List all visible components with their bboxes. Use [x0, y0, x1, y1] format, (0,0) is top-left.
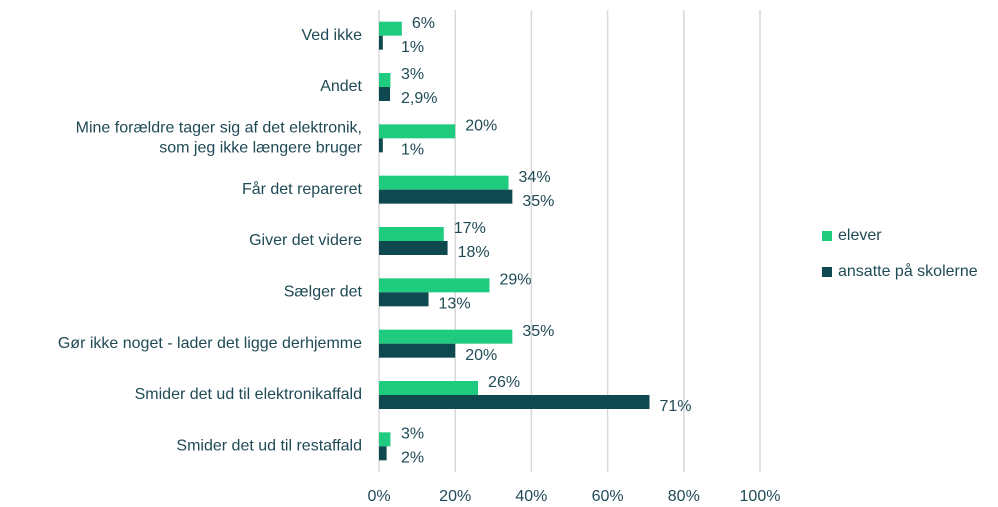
bar — [379, 292, 429, 307]
category-label: Får det repareret — [242, 180, 363, 198]
bar — [379, 175, 509, 190]
category-label: Mine forældre tager sig af det elektroni… — [76, 120, 363, 157]
x-tick-label: 0% — [367, 488, 390, 505]
x-tick-label: 20% — [439, 488, 471, 505]
category-label: Smider det ud til elektronikaffald — [135, 386, 362, 403]
bar — [379, 73, 391, 87]
bar — [379, 381, 479, 395]
data-label: 34% — [519, 169, 551, 186]
category-label: Giver det videre — [249, 232, 362, 249]
bar — [379, 329, 513, 344]
x-tick-label: 100% — [740, 488, 781, 505]
bar — [379, 35, 383, 50]
data-label: 26% — [488, 374, 520, 391]
data-label: 6% — [412, 15, 435, 32]
category-label: Ved ikke — [302, 27, 363, 44]
bar — [379, 343, 456, 358]
bar — [379, 278, 490, 293]
data-label: 1% — [401, 142, 424, 159]
data-label: 35% — [522, 193, 554, 210]
data-label: 3% — [401, 426, 424, 443]
data-label: 17% — [454, 220, 486, 237]
bar — [379, 138, 383, 153]
category-label: Andet — [320, 78, 362, 95]
bar — [379, 432, 391, 447]
data-label: 3% — [401, 66, 424, 83]
legend-label: elever — [838, 227, 882, 244]
data-label: 18% — [458, 244, 490, 261]
bar — [379, 124, 456, 139]
x-tick-label: 60% — [592, 488, 624, 505]
data-label: 35% — [522, 323, 554, 340]
data-label: 29% — [499, 272, 531, 289]
bar — [379, 446, 387, 461]
data-label: 13% — [439, 296, 471, 313]
legend-label: ansatte på skolerne — [838, 262, 978, 280]
data-label: 71% — [660, 398, 692, 415]
bar — [379, 87, 391, 101]
data-label: 20% — [465, 347, 497, 364]
data-label: 1% — [401, 39, 424, 56]
category-label: Sælger det — [284, 284, 363, 301]
bar — [379, 395, 650, 409]
x-tick-label: 80% — [668, 488, 700, 505]
data-label: 2,9% — [401, 90, 437, 107]
x-tick-label: 40% — [515, 488, 547, 505]
category-label: Smider det ud til restaffald — [176, 438, 362, 455]
data-label: 20% — [465, 118, 497, 135]
legend-swatch — [822, 267, 832, 277]
legend-swatch — [822, 231, 832, 241]
category-label: Gør ikke noget - lader det ligge derhjem… — [58, 335, 362, 352]
bar — [379, 241, 448, 255]
bar — [379, 189, 513, 204]
bar — [379, 227, 444, 241]
bar — [379, 21, 402, 36]
data-label: 2% — [401, 450, 424, 467]
